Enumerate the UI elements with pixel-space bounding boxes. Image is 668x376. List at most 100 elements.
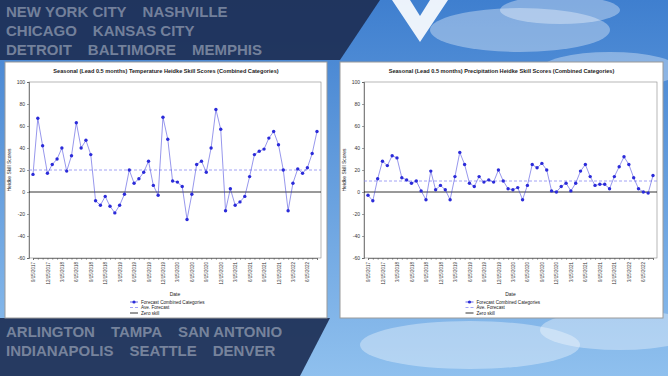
series-point xyxy=(410,182,413,185)
series-point xyxy=(405,178,408,181)
y-tick-mark xyxy=(27,104,29,105)
series-point xyxy=(166,138,169,141)
x-tick: 12/15/2020 xyxy=(554,258,559,285)
series-point xyxy=(506,187,509,190)
series-point xyxy=(603,183,606,186)
x-tick xyxy=(561,258,562,260)
x-tick xyxy=(648,258,649,260)
x-tick-mark xyxy=(96,258,97,260)
series-point xyxy=(253,153,256,156)
x-tick-mark xyxy=(288,258,289,260)
x-tick-mark xyxy=(187,258,188,260)
x-tick xyxy=(619,258,620,260)
x-tick xyxy=(86,258,87,260)
x-tick-mark xyxy=(643,258,644,260)
x-tick-label: 6/15/2018 xyxy=(410,262,415,283)
x-tick-mark xyxy=(201,258,202,260)
y-tick-mark xyxy=(362,258,364,259)
x-tick-mark xyxy=(57,258,58,260)
x-tick-label: 9/15/2017 xyxy=(366,262,371,283)
x-tick-label: 9/15/2018 xyxy=(424,262,429,283)
y-tick: 20 xyxy=(19,167,29,173)
series-point xyxy=(277,143,280,146)
x-tick: 9/15/2019 xyxy=(147,258,152,282)
x-tick-label: 9/15/2020 xyxy=(540,262,545,283)
x-tick xyxy=(216,258,217,260)
x-tick-mark xyxy=(206,258,207,260)
x-tick xyxy=(168,258,169,260)
x-tick xyxy=(38,258,39,260)
y-tick-mark xyxy=(362,214,364,215)
x-tick-mark xyxy=(153,258,154,260)
panel-background xyxy=(5,62,327,318)
x-tick-mark xyxy=(547,258,548,260)
banner-bottom xyxy=(0,318,330,376)
x-tick xyxy=(532,258,533,260)
y-axis-line xyxy=(27,83,30,259)
series-point xyxy=(258,150,261,153)
x-tick: 12/15/2021 xyxy=(612,258,617,285)
x-tick xyxy=(201,258,202,260)
x-tick xyxy=(259,258,260,260)
x-tick-mark xyxy=(479,258,480,260)
series-point xyxy=(291,182,294,185)
x-tick: 12/15/2019 xyxy=(161,258,166,285)
x-tick-mark xyxy=(407,258,408,260)
city-name: KANSAS CITY xyxy=(93,22,195,39)
x-tick-label: 12/15/2017 xyxy=(46,262,51,285)
y-tick-mark xyxy=(27,126,29,127)
x-tick-mark xyxy=(542,258,543,260)
series-point xyxy=(540,162,543,165)
legend-label: Forecast Combined Categories xyxy=(141,300,205,305)
x-tick xyxy=(436,258,437,260)
x-tick-label: 12/15/2018 xyxy=(103,262,108,285)
plot-frame xyxy=(364,82,657,258)
x-tick: 3/15/2021 xyxy=(569,258,574,282)
series-line xyxy=(368,152,653,200)
series-point xyxy=(444,188,447,191)
x-tick xyxy=(67,258,68,260)
series-point xyxy=(296,167,299,170)
x-tick xyxy=(283,258,284,260)
x-tick-mark xyxy=(513,258,514,260)
panel-background xyxy=(340,62,663,318)
x-tick xyxy=(187,258,188,260)
x-tick-label: 9/15/2019 xyxy=(482,262,487,283)
x-tick xyxy=(274,258,275,260)
reference-line xyxy=(29,192,321,193)
series-point xyxy=(415,179,418,182)
x-tick xyxy=(552,258,553,260)
series-point xyxy=(75,121,78,124)
y-tick-label: 80 xyxy=(354,101,360,107)
x-tick-mark xyxy=(368,258,369,260)
series-point xyxy=(79,146,82,149)
y-tick-mark xyxy=(362,126,364,127)
series-point xyxy=(535,166,538,169)
x-tick: 12/15/2021 xyxy=(277,258,282,285)
legend-marker xyxy=(468,300,471,303)
series-point xyxy=(424,198,427,201)
x-tick: 9/15/2020 xyxy=(540,258,545,282)
x-tick-mark xyxy=(523,258,524,260)
x-tick xyxy=(566,258,567,260)
y-tick-mark xyxy=(362,148,364,149)
x-tick-mark xyxy=(537,258,538,260)
x-tick xyxy=(605,258,606,260)
x-tick-mark xyxy=(416,258,417,260)
x-tick-mark xyxy=(571,258,572,260)
y-tick-label: -60 xyxy=(353,255,360,261)
city-name: SAN ANTONIO xyxy=(178,323,283,340)
x-tick-mark xyxy=(489,258,490,260)
x-tick xyxy=(479,258,480,260)
x-tick-mark xyxy=(72,258,73,260)
x-tick xyxy=(173,258,174,260)
x-tick xyxy=(373,258,374,260)
series-point xyxy=(306,166,309,169)
x-tick-mark xyxy=(494,258,495,260)
x-tick-mark xyxy=(105,258,106,260)
x-tick-mark xyxy=(317,258,318,260)
y-axis: -60-40-20020406080100 xyxy=(352,79,365,261)
x-tick: 6/15/2018 xyxy=(410,258,415,282)
reference-line xyxy=(29,170,321,171)
y-tick: 100 xyxy=(352,79,364,85)
